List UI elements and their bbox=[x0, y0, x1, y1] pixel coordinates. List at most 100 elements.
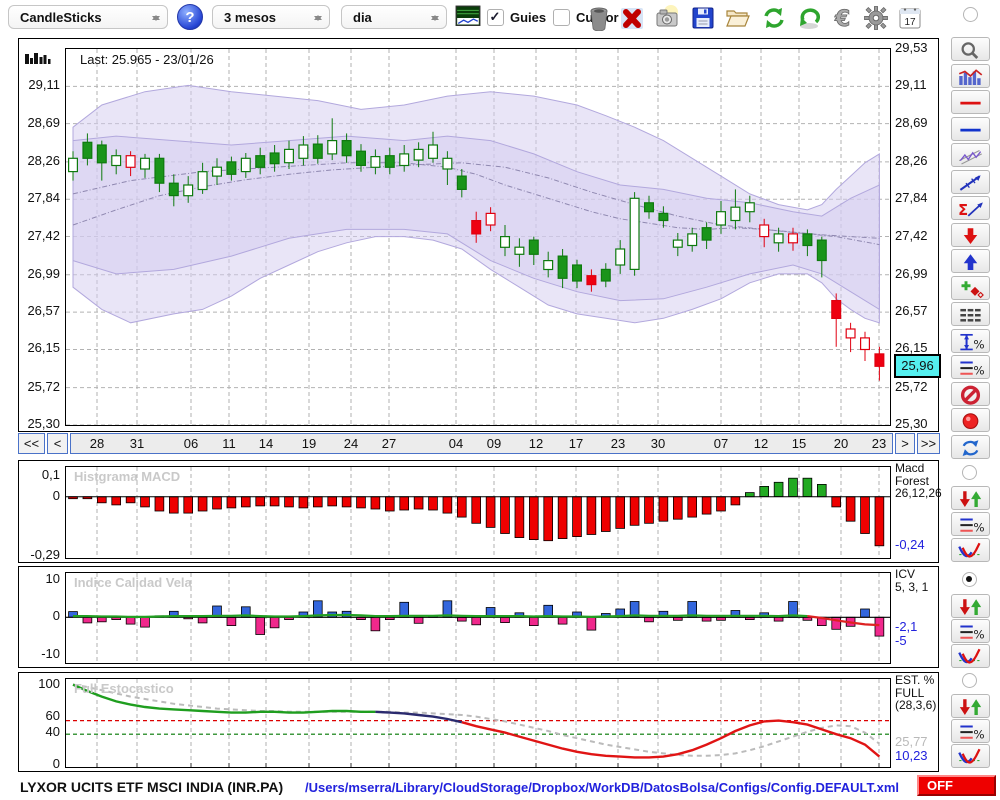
save-icon bbox=[690, 5, 716, 31]
red-line-tool-button[interactable] bbox=[951, 90, 990, 114]
axis-label: 28,26 bbox=[895, 152, 928, 168]
volume-bars-icon[interactable] bbox=[24, 51, 52, 68]
trendline-tool-button[interactable] bbox=[951, 170, 990, 194]
icv-levels-button[interactable]: % bbox=[951, 619, 990, 643]
open-button[interactable] bbox=[723, 3, 753, 32]
axis-label: 29,53 bbox=[895, 40, 928, 55]
stoch-levels-button[interactable]: % bbox=[951, 719, 990, 743]
undo-icon bbox=[796, 5, 822, 31]
icv-axis: 10 0 -10 bbox=[19, 567, 63, 667]
channel-tool-button[interactable] bbox=[951, 143, 990, 167]
nav-first-button[interactable]: << bbox=[18, 433, 45, 454]
axis-label: 0 bbox=[52, 487, 60, 503]
nav-prev-button[interactable]: < bbox=[47, 433, 68, 454]
instrument-name: LYXOR UCITS ETF MSCI INDIA (INR.PA) bbox=[20, 779, 284, 795]
date-tick-label: 23 bbox=[871, 436, 887, 451]
chart-window-icon bbox=[455, 5, 481, 31]
icv-plot[interactable]: Indice Calidad Vela bbox=[65, 572, 891, 664]
forbid-button[interactable] bbox=[951, 382, 990, 406]
volume-chart-button[interactable] bbox=[951, 64, 990, 88]
regression-tool-button[interactable]: Σ bbox=[951, 196, 990, 220]
macd-arrows-button[interactable] bbox=[951, 486, 990, 510]
lines-percent-icon: % bbox=[957, 722, 985, 741]
save-button[interactable] bbox=[688, 3, 718, 32]
snapshot-button[interactable] bbox=[652, 3, 682, 32]
record-button[interactable] bbox=[951, 408, 990, 432]
chart-window-button[interactable] bbox=[453, 3, 483, 32]
icv-params-label: ICV 5, 3, 1 bbox=[895, 568, 928, 593]
blue-line-icon bbox=[957, 120, 984, 139]
stoch-plot[interactable]: Full Estocastico bbox=[65, 678, 891, 768]
nav-next-button[interactable]: > bbox=[895, 433, 915, 454]
levels-percent-button[interactable]: % bbox=[951, 355, 990, 379]
macd-current-value: -0,24 bbox=[895, 537, 925, 552]
macd-levels-button[interactable]: % bbox=[951, 512, 990, 536]
icv-title: Indice Calidad Vela bbox=[74, 575, 192, 590]
arrow-down-icon bbox=[957, 226, 984, 245]
axis-label: -10 bbox=[41, 645, 60, 661]
date-axis-strip[interactable]: 28 31 06 11 14 19 24 27 04 09 12 17 23 30 07 12 15 20 23 bbox=[70, 433, 893, 454]
range-percent-icon: % bbox=[957, 332, 985, 351]
toolbar-radio[interactable] bbox=[963, 7, 978, 22]
off-button[interactable]: OFF bbox=[917, 775, 996, 796]
axis-label: 28,69 bbox=[27, 114, 60, 130]
delete-x-icon bbox=[619, 5, 645, 31]
guies-checkbox[interactable]: Guies bbox=[487, 9, 546, 26]
help-button[interactable]: ? bbox=[177, 4, 203, 30]
macd-curve-button[interactable] bbox=[951, 538, 990, 562]
stoch-arrows-button[interactable] bbox=[951, 694, 990, 718]
undo-button[interactable] bbox=[794, 3, 824, 32]
list-button[interactable] bbox=[951, 302, 990, 326]
blue-line-tool-button[interactable] bbox=[951, 117, 990, 141]
calendar-button[interactable]: 17 bbox=[895, 3, 925, 32]
swap-button[interactable] bbox=[951, 435, 990, 459]
period-select[interactable]: 3 mesos bbox=[212, 5, 330, 29]
date-navigation-bar: << < 28 31 06 11 14 19 24 27 04 09 12 17 23 30 07 12 15 2… bbox=[0, 433, 1000, 457]
axis-label: 25,30 bbox=[27, 416, 60, 431]
date-tick-label: 04 bbox=[448, 436, 464, 451]
stoch-radio[interactable] bbox=[962, 673, 977, 688]
refresh-button[interactable] bbox=[759, 3, 789, 32]
macd-params-label: Macd Forest 26,12,26 bbox=[895, 462, 942, 500]
up-down-arrows-icon bbox=[957, 697, 984, 716]
lines-percent-icon: % bbox=[957, 515, 985, 534]
stoch-params-line: (28,3,6) bbox=[895, 698, 937, 712]
stoch-curve-button[interactable] bbox=[951, 744, 990, 768]
icv-arrows-button[interactable] bbox=[951, 594, 990, 618]
trash-button[interactable] bbox=[584, 3, 614, 32]
icv-radio[interactable] bbox=[962, 572, 977, 587]
delete-button[interactable] bbox=[617, 3, 647, 32]
range-percent-button[interactable]: % bbox=[951, 329, 990, 353]
axis-label: 26,15 bbox=[895, 340, 928, 356]
stoch-d-value: 25,77 bbox=[895, 734, 928, 749]
sell-arrow-button[interactable] bbox=[951, 223, 990, 247]
buy-arrow-button[interactable] bbox=[951, 249, 990, 273]
add-marker-button[interactable] bbox=[951, 276, 990, 300]
stoch-right-gutter: EST. % FULL (28,3,6) 25,77 10,23 bbox=[892, 673, 939, 771]
open-folder-icon bbox=[725, 5, 751, 31]
swap-icon bbox=[957, 438, 984, 457]
axis-label: 25,72 bbox=[895, 378, 928, 394]
date-tick-label: 28 bbox=[89, 436, 105, 451]
camera-icon bbox=[654, 4, 680, 31]
curve-icon bbox=[957, 647, 984, 666]
price-axis-right: 29,53 29,11 28,69 28,26 27,84 27,42 26,99 26,57… bbox=[892, 39, 939, 431]
settings-button[interactable] bbox=[861, 3, 891, 32]
macd-params-line: Forest bbox=[895, 473, 930, 488]
interval-select[interactable]: dia bbox=[341, 5, 447, 29]
zoom-tool-button[interactable] bbox=[951, 37, 990, 61]
nav-last-button[interactable]: >> bbox=[917, 433, 940, 454]
currency-button[interactable]: € bbox=[829, 3, 859, 32]
stoch-params-line: FULL bbox=[895, 685, 925, 700]
stochastic-chart bbox=[66, 679, 890, 767]
macd-radio[interactable] bbox=[962, 465, 977, 480]
axis-label: 27,42 bbox=[27, 227, 60, 243]
axis-label: 28,26 bbox=[27, 152, 60, 168]
config-path-link[interactable]: /Users/mserra/Library/CloudStorage/Dropb… bbox=[305, 780, 900, 795]
macd-plot[interactable]: Histgrama MACD bbox=[65, 466, 891, 559]
icv-curve-button[interactable] bbox=[951, 644, 990, 668]
candlestick-plot[interactable]: Last: 25.965 - 23/01/26 bbox=[65, 48, 891, 426]
chart-type-select[interactable]: CandleSticks bbox=[8, 5, 168, 29]
axis-label: 100 bbox=[38, 675, 60, 691]
list-icon bbox=[957, 305, 984, 324]
